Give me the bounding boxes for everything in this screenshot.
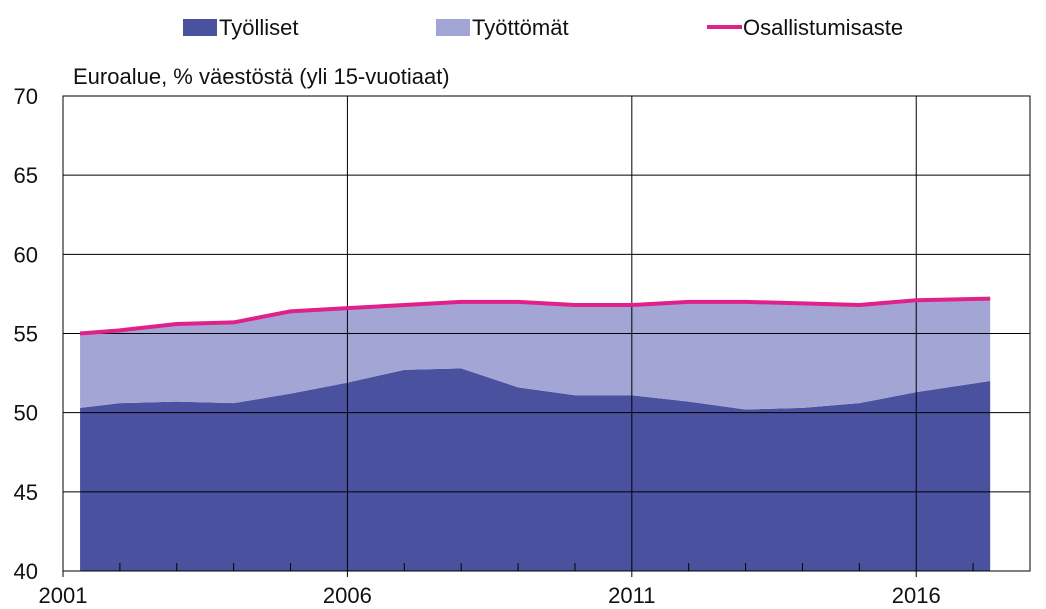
line-osallistumisaste [79,296,991,336]
y-tick-label: 55 [14,322,38,347]
x-tick-label: 2006 [323,583,372,608]
legend-label-osallistumisaste: Osallistumisaste [743,15,903,40]
legend-swatch-tyolliset [183,19,217,36]
y-tick-label: 65 [14,163,38,188]
x-tick-label: 2016 [892,583,941,608]
y-tick-label: 45 [14,480,38,505]
y-axis: 40 45 50 55 60 65 70 [14,84,38,584]
chart-legend: Työlliset Työttömät Osallistumisaste [183,15,903,40]
plot-frame [62,95,1031,572]
series-lines [79,296,991,336]
legend-swatch-tyottomat [436,19,470,36]
legend-label-tyolliset: Työlliset [219,15,298,40]
chart-subtitle: Euroalue, % väestöstä (yli 15-vuotiaat) [73,64,450,89]
y-tick-label: 70 [14,84,38,109]
x-tick-label: 2001 [39,583,88,608]
x-axis: 2001 2006 2011 2016 [39,563,974,608]
area-tyolliset [80,368,991,571]
stacked-areas [80,298,991,571]
y-tick-label: 40 [14,559,38,584]
area-tyottomat [80,298,991,410]
x-tick-label: 2011 [608,583,655,608]
y-tick-label: 60 [14,242,38,267]
legend-label-tyottomat: Työttömät [472,15,569,40]
y-tick-label: 50 [14,401,38,426]
